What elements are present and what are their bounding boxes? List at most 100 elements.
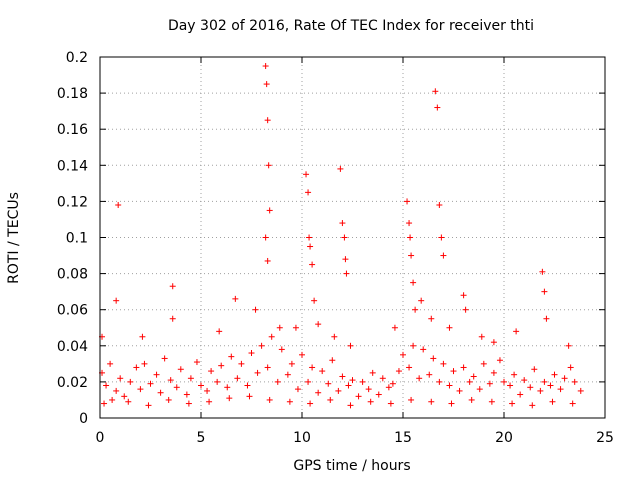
data-point: [187, 375, 194, 382]
data-point: [476, 386, 483, 393]
data-point: [440, 252, 447, 259]
data-point: [456, 387, 463, 394]
data-point: [339, 373, 346, 380]
chart-title: Day 302 of 2016, Rate Of TEC Index for r…: [168, 18, 534, 34]
data-point: [234, 375, 241, 382]
data-point: [284, 371, 291, 378]
data-point: [406, 364, 413, 371]
data-point: [262, 63, 269, 70]
data-point: [307, 243, 314, 250]
axis-ticks: [99, 56, 606, 419]
data-point: [306, 234, 313, 241]
data-point: [294, 386, 301, 393]
data-point: [331, 333, 338, 340]
data-point: [486, 380, 493, 387]
data-point: [264, 117, 271, 124]
data-point: [511, 371, 518, 378]
grid-lines: [100, 57, 605, 418]
y-tick-label: 0.14: [57, 158, 88, 174]
data-point: [109, 396, 116, 403]
data-point: [432, 88, 439, 95]
data-point: [145, 402, 152, 409]
data-point: [216, 328, 223, 335]
x-tick-label: 20: [495, 430, 513, 446]
data-point: [133, 364, 140, 371]
x-tick-label: 5: [197, 430, 206, 446]
data-point: [567, 364, 574, 371]
data-point: [507, 382, 514, 389]
data-point: [430, 355, 437, 362]
data-point: [347, 402, 354, 409]
data-point: [266, 396, 273, 403]
data-point: [490, 339, 497, 346]
data-point: [527, 384, 534, 391]
data-point: [167, 377, 174, 384]
data-point: [478, 333, 485, 340]
data-point: [557, 386, 564, 393]
data-point: [258, 342, 265, 349]
data-point: [198, 382, 204, 389]
data-point: [529, 402, 536, 409]
data-point: [315, 321, 322, 328]
data-point: [327, 396, 334, 403]
x-tick-labels: 0 5 10 15 20 25: [96, 430, 614, 446]
data-point: [547, 382, 554, 389]
data-point: [501, 378, 507, 385]
data-point: [127, 378, 134, 385]
data-point: [288, 360, 295, 367]
data-point: [103, 382, 110, 389]
data-point: [208, 368, 215, 375]
data-point: [408, 252, 415, 259]
y-tick-label: 0.02: [57, 375, 88, 391]
data-point: [185, 400, 192, 407]
data-point: [117, 375, 124, 382]
data-point: [305, 378, 312, 385]
data-point: [226, 395, 233, 402]
y-tick-label: 0.08: [57, 267, 88, 283]
data-point: [375, 391, 382, 398]
data-point: [496, 357, 503, 364]
data-point: [115, 202, 122, 209]
data-point: [408, 396, 415, 403]
data-point: [345, 382, 352, 389]
data-point: [278, 346, 285, 353]
x-tick-label: 10: [293, 430, 311, 446]
data-point: [339, 220, 346, 227]
data-point: [460, 364, 467, 371]
data-point: [169, 315, 176, 322]
data-point: [307, 400, 314, 407]
data-point: [248, 350, 255, 357]
data-point: [428, 398, 435, 405]
data-point: [303, 171, 310, 178]
data-point: [101, 400, 108, 407]
data-point: [139, 333, 146, 340]
data-point: [173, 384, 180, 391]
data-point: [232, 295, 239, 302]
y-tick-label: 0.12: [57, 194, 88, 210]
data-point: [193, 359, 200, 366]
data-point: [263, 81, 270, 88]
data-point: [264, 364, 271, 371]
data-point: [153, 371, 160, 378]
data-point: [311, 297, 318, 304]
data-point: [541, 378, 548, 385]
data-point: [177, 366, 184, 373]
data-point: [228, 353, 235, 360]
data-point: [565, 342, 572, 349]
data-point: [329, 357, 336, 364]
data-points: [99, 63, 584, 409]
data-point: [113, 387, 120, 394]
data-point: [410, 279, 417, 286]
data-point: [426, 371, 433, 378]
x-tick-label: 15: [394, 430, 412, 446]
data-point: [468, 396, 475, 403]
data-point: [460, 292, 467, 299]
data-point: [183, 391, 190, 398]
data-point: [309, 261, 316, 268]
data-point: [161, 355, 168, 362]
data-point: [218, 362, 225, 369]
data-point: [335, 387, 342, 394]
data-point: [513, 328, 520, 335]
data-point: [440, 360, 447, 367]
